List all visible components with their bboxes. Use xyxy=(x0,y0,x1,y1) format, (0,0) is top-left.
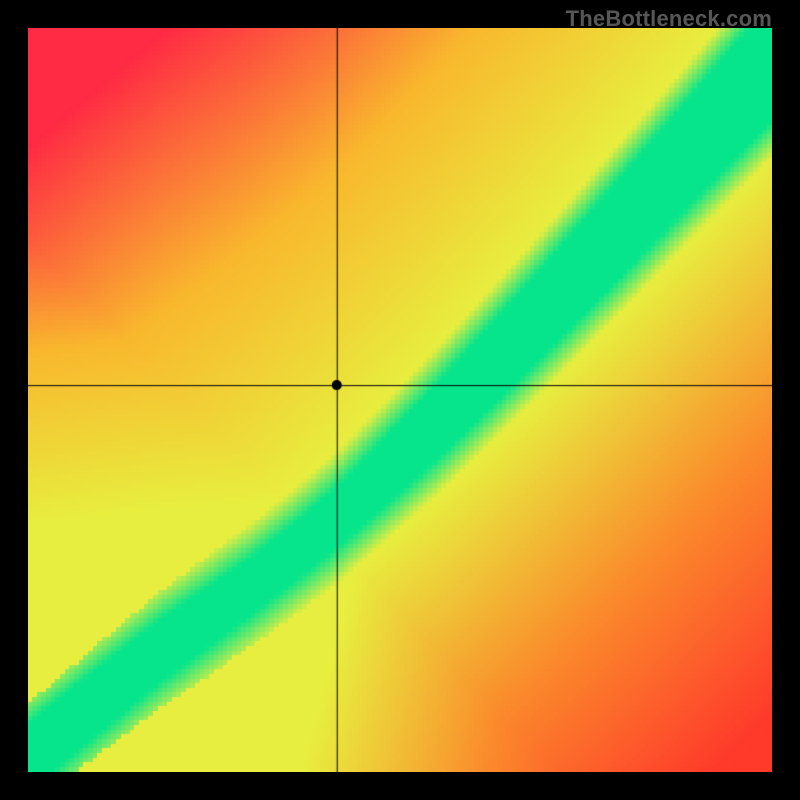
bottleneck-heatmap xyxy=(28,28,772,772)
chart-frame: TheBottleneck.com xyxy=(0,0,800,800)
watermark-text: TheBottleneck.com xyxy=(566,6,772,32)
